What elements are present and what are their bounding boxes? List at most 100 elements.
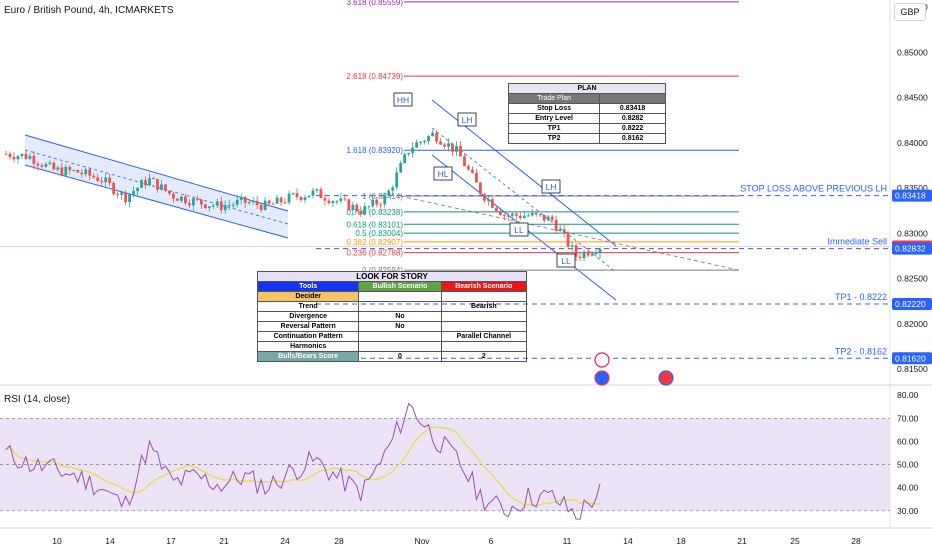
price-tick-label: 0.82500 [897,274,928,284]
plan-title: PLAN [508,83,666,94]
price-tick-label: 0.84000 [897,138,928,148]
candle-body [574,245,578,257]
candle-body [339,198,343,202]
story-row: Divergence No [256,311,528,322]
story-row-bear: Parallel Channel [440,331,528,342]
candle-body [183,196,187,204]
candle-body [271,203,275,205]
candle-body [522,215,526,218]
candle-body [40,165,44,167]
price-axis-badge-label: 0.81620 [895,353,926,363]
candle-body [423,141,426,143]
candle-body [227,204,231,206]
candle-body [84,169,88,175]
candle-body [498,211,502,216]
story-col-bull: Bullish Scenario [358,281,442,292]
story-row-bull: No [358,311,442,322]
rsi-tick-label: 70.00 [897,413,919,423]
candle-body [144,180,147,186]
candle-body [168,190,171,194]
candle-body [172,193,175,199]
lightning-event-icon [594,352,610,368]
candle-body [136,187,139,192]
story-row-label: Reversal Pattern [256,321,360,332]
time-tick-label: 6 [489,536,494,546]
plan-table: PLAN Trade Plan Stop Loss 0.83418 Entry L… [507,83,666,144]
candle-body [267,200,271,204]
price-tick-label: 0.81500 [897,364,928,374]
candle-body [211,205,215,207]
candle-body [180,196,183,201]
story-row: Continuation Pattern Parallel Channel [256,331,528,342]
time-tick-label: 21 [737,536,747,546]
time-tick-label: 14 [623,536,633,546]
candle-body [530,212,534,216]
time-tick-label: 10 [52,536,62,546]
time-tick-label: 11 [563,536,572,546]
plan-value: 0.8282 [599,113,666,124]
price-axis-badge-label: 0.82220 [895,299,926,309]
candle-body [582,251,586,259]
rsi-tick-label: 80.00 [897,390,919,400]
candle-body [12,157,16,160]
candle-body [411,147,415,153]
story-score-bear: 2 [440,351,528,362]
swing-label-box [541,179,561,194]
candle-body [594,253,598,255]
candle-body [375,199,379,205]
candle-body [72,169,76,171]
candle-body [307,195,311,198]
candle-body [140,180,143,188]
candle-body [494,207,498,212]
story-table: LOOK FOR STORY Tools Bullish Scenario Be… [256,271,528,362]
fib-level-label: 1 (0.83414) [362,192,403,201]
swing-label-box [433,166,453,181]
candle-body [502,215,506,217]
candle-body [347,199,351,211]
fib-level-label: 1.618 (0.83920) [347,146,404,155]
swing-label-box [457,112,477,127]
candle-body [44,163,48,167]
price-tick-label: 0.84500 [897,93,928,103]
price-tick-label: 0.85000 [897,47,928,57]
plan-value: 0.83418 [599,103,666,114]
rsi-ma-line [5,426,601,507]
story-row: Trend Bearish [256,301,528,312]
rsi-tick-label: 30.00 [897,506,919,516]
candle-body [395,172,399,188]
candle-body [219,201,223,211]
candle-body [534,212,538,215]
candle-body [463,156,466,167]
candle-body [247,202,251,204]
candle-body [427,136,430,142]
candle-body [443,144,446,147]
fib-level-label: 0.618 (0.83101) [347,220,404,229]
candle-body [80,172,84,175]
candle-body [311,190,315,196]
candle-body [152,178,155,180]
fib-level-label: 3.618 (0.85559) [347,0,404,7]
candle-body [195,198,199,200]
plan-row: TP1 0.8222 [507,123,666,134]
price-axis-badge-label: 0.83418 [895,191,926,201]
candle-body [64,166,68,176]
time-tick-label: 28 [334,536,344,546]
time-tick-label: 14 [105,536,115,546]
story-row-label: Continuation Pattern [256,331,360,342]
candle-body [259,204,263,210]
candle-body [467,166,470,170]
candle-body [371,199,375,207]
story-row-label: Harmonics [256,341,360,352]
story-row-bull [358,331,442,342]
rsi-line [5,402,601,520]
candle-body [56,167,60,170]
candle-body [590,253,594,256]
story-row-bull: No [358,321,442,332]
candle-body [558,229,562,231]
candle-body [231,204,235,206]
story-row-label: Divergence [256,311,360,322]
candle-body [243,196,247,203]
currency-button[interactable]: GBP [894,3,926,21]
candle-body [335,201,339,203]
